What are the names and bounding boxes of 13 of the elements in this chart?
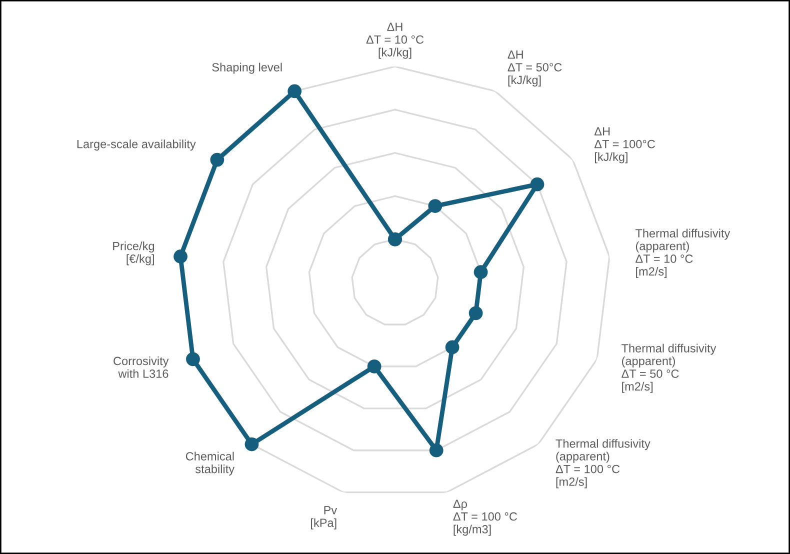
spoke-label: ΔH ΔT = 10 °C [kJ/kg] <box>366 22 424 59</box>
spoke-label: Corrosivity with L316 <box>114 356 169 378</box>
spoke-label: Shaping level <box>212 62 282 74</box>
spoke-label: Thermal diffusivity (apparent) ΔT = 10 °C [m2/s] <box>635 228 730 278</box>
spoke-label: Δρ ΔT = 100 °C [kg/m3] <box>453 500 518 536</box>
spoke-label: Thermal diffusivity (apparent) ΔT = 50 °C [m2/s] <box>622 344 716 393</box>
spoke-label: Large-scale availability <box>77 140 196 151</box>
spoke-label: ΔH ΔT = 100°C [kJ/kg] <box>594 127 655 164</box>
spoke-label: Price/kg [€/kg] <box>113 242 154 266</box>
spoke-label: ΔH ΔT = 50°C [kJ/kg] <box>508 50 562 86</box>
spoke-label: Thermal diffusivity (apparent) ΔT = 100 °C [m2/s] <box>556 439 650 488</box>
spoke-label: Pv [kPa] <box>311 506 338 530</box>
spoke-label: Chemical stability <box>186 452 235 476</box>
